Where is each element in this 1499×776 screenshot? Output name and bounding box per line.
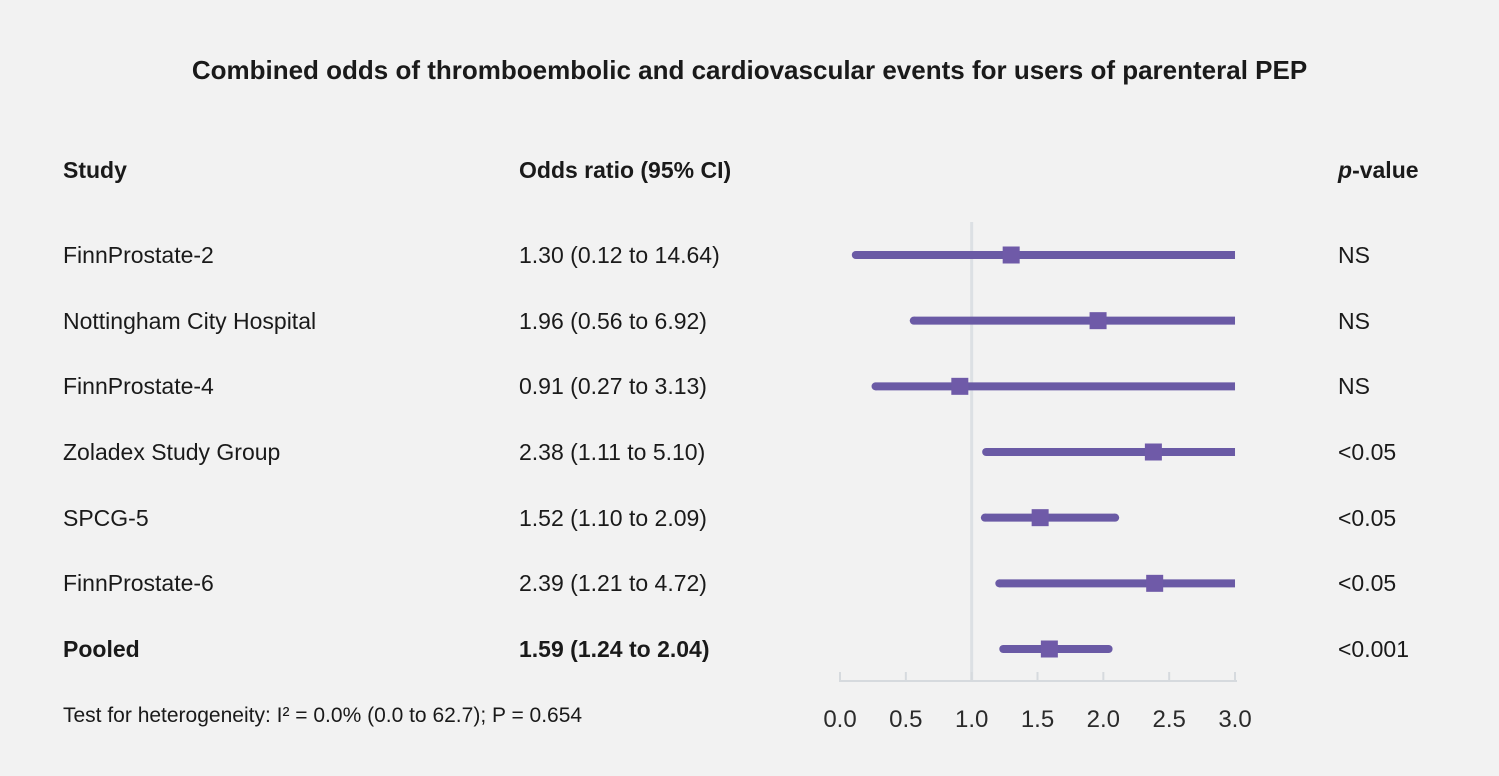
x-axis-tick-label: 2.0 — [1087, 706, 1120, 733]
page-title: Combined odds of thromboembolic and card… — [191, 55, 1308, 85]
study-name: Pooled — [63, 635, 140, 662]
p-value-rest: -value — [1352, 157, 1419, 183]
study-name: FinnProstate-2 — [63, 242, 214, 268]
study-name: FinnProstate-4 — [63, 373, 214, 400]
p-value: <0.05 — [1338, 504, 1397, 531]
column-header-p-value: p-value — [1338, 156, 1419, 184]
pooled-marker — [1040, 640, 1058, 658]
ci-cap-left — [995, 579, 1004, 588]
ci-marker — [1144, 443, 1162, 461]
p-value-italic-p: p — [1338, 157, 1353, 183]
study-name: Zoladex Study Group — [63, 438, 281, 465]
column-header-study: Study — [63, 157, 127, 183]
p-value: <0.05 — [1338, 570, 1397, 597]
study-name: SPCG-5 — [63, 504, 149, 531]
ci-marker — [1089, 312, 1107, 330]
x-axis-tick-label: 1.0 — [955, 706, 988, 733]
x-axis-tick-label: 0.0 — [823, 706, 856, 733]
p-value: NS — [1338, 373, 1370, 400]
odds-ratio-value: 2.39 (1.21 to 4.72) — [519, 570, 707, 597]
heterogeneity-footnote: Test for heterogeneity: I² = 0.0% (0.0 t… — [63, 704, 583, 727]
ci-marker — [1031, 509, 1049, 527]
odds-ratio-value: 1.59 (1.24 to 2.04) — [519, 635, 710, 662]
study-row: Pooled 1.59 (1.24 to 2.04) <0.001 — [0, 635, 1499, 663]
p-value: <0.001 — [1338, 635, 1409, 662]
ci-cap-right — [1104, 644, 1113, 653]
p-value: NS — [1338, 242, 1370, 268]
study-row: FinnProstate-4 0.91 (0.27 to 3.13) NS — [0, 372, 1499, 400]
x-axis-tick-label: 0.5 — [889, 706, 922, 733]
ci-cap-left — [909, 316, 918, 325]
study-row: FinnProstate-2 1.30 (0.12 to 14.64) NS — [0, 241, 1499, 269]
x-axis-tick-label: 2.5 — [1152, 706, 1185, 733]
ci-marker — [1146, 574, 1164, 592]
study-row: Zoladex Study Group 2.38 (1.11 to 5.10) … — [0, 438, 1499, 466]
odds-ratio-value: 0.91 (0.27 to 3.13) — [519, 373, 707, 400]
study-name: Nottingham City Hospital — [63, 307, 317, 334]
ci-cap-left — [982, 447, 991, 456]
study-row: SPCG-5 1.52 (1.10 to 2.09) <0.05 — [0, 504, 1499, 532]
ci-cap-left — [851, 251, 860, 259]
study-row: FinnProstate-6 2.39 (1.21 to 4.72) <0.05 — [0, 569, 1499, 597]
forest-plot: 0.0 0.5 1.0 1.5 2.0 2.5 3.0 — [823, 222, 1252, 733]
x-axis-tick-label: 3.0 — [1218, 706, 1251, 733]
ci-cap-left — [980, 513, 989, 522]
ci-cap-left — [999, 644, 1008, 653]
study-row: Nottingham City Hospital 1.96 (0.56 to 6… — [0, 307, 1499, 335]
odds-ratio-value: 1.52 (1.10 to 2.09) — [519, 504, 707, 531]
odds-ratio-value: 1.96 (0.56 to 6.92) — [519, 307, 707, 334]
odds-ratio-value: 2.38 (1.11 to 5.10) — [519, 438, 706, 465]
study-name: FinnProstate-6 — [63, 570, 214, 597]
ci-cap-right — [1111, 513, 1120, 522]
p-value: NS — [1338, 307, 1370, 334]
ci-cap-left — [871, 382, 880, 391]
odds-ratio-value: 1.30 (0.12 to 14.64) — [519, 242, 720, 268]
x-axis-tick-label: 1.5 — [1021, 706, 1054, 733]
p-value: <0.05 — [1338, 438, 1397, 465]
ci-marker — [1002, 246, 1020, 264]
column-header-odds-ratio: Odds ratio (95% CI) — [519, 157, 732, 183]
ci-marker — [951, 377, 969, 395]
